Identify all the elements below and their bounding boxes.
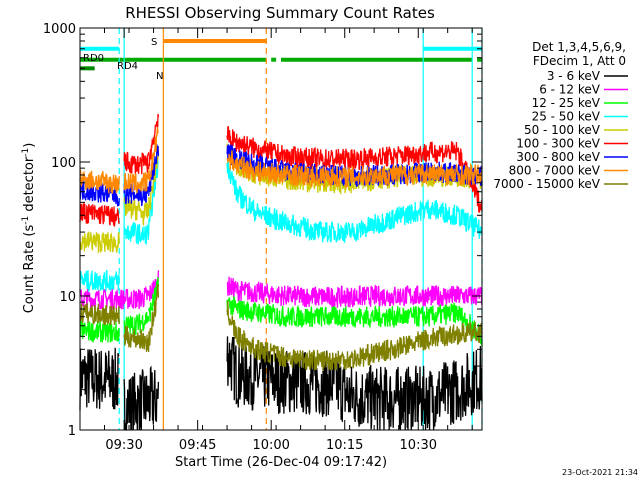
series-800-7000-kev — [79, 127, 483, 194]
series-line-2-0 — [79, 320, 120, 343]
series-line-8-0 — [79, 303, 120, 326]
series-line-8-1 — [123, 325, 149, 352]
legend-label-6: 300 - 800 keV — [516, 150, 600, 164]
series-line-8-3 — [226, 300, 483, 372]
rd0-label: RD0 — [83, 53, 104, 64]
series-line-0-2 — [140, 365, 160, 431]
series-line-2-1 — [123, 311, 150, 336]
series-line-2-3 — [226, 296, 483, 347]
series-line-7-1 — [123, 171, 150, 194]
legend-label-1: 6 - 12 keV — [539, 83, 601, 97]
legend-label-2: 12 - 25 keV — [532, 96, 601, 110]
y-tick-label-2: 100 — [51, 156, 76, 171]
y-axis-label: Count Rate (s-1 detector-1) — [21, 143, 37, 314]
legend-label-8: 7000 - 15000 keV — [493, 177, 600, 191]
x-tick-label-2: 10:00 — [252, 438, 289, 453]
y-tick-label-3: 1000 — [43, 22, 76, 37]
plot-frame — [79, 27, 483, 431]
rd4-label: RD4 — [117, 61, 138, 72]
series-12-25-kev — [79, 277, 483, 347]
series-line-7-0 — [79, 169, 120, 194]
legend-label-4: 50 - 100 keV — [524, 123, 601, 137]
series-line-5-1 — [123, 151, 150, 175]
legend-label-7: 800 - 7000 keV — [509, 164, 601, 178]
x-tick-label-0: 09:30 — [105, 438, 142, 453]
legend-label-5: 100 - 300 keV — [516, 137, 600, 151]
series-line-1-2 — [226, 276, 483, 309]
series-line-5-2 — [147, 113, 160, 170]
series-100-300-kev — [79, 113, 483, 227]
x-tick-label-4: 10:30 — [400, 438, 437, 453]
series-7000-15000-kev — [79, 283, 483, 372]
y-tick-label-0: 1 — [68, 424, 76, 439]
series-line-4-0 — [79, 231, 120, 255]
series-line-3-0 — [79, 269, 120, 293]
series-line-6-1 — [123, 183, 150, 207]
series-line-2-2 — [147, 277, 160, 322]
s-label: S — [151, 37, 157, 48]
series-line-3-1 — [123, 222, 150, 245]
series-line-0-0 — [79, 347, 120, 411]
series-line-8-2 — [147, 283, 160, 353]
legend: Det 1,3,4,5,6,9, FDecim 1, Att 0 3 - 6 k… — [493, 40, 628, 191]
series-line-7-2 — [147, 127, 159, 182]
series-line-0-1 — [123, 372, 142, 431]
legend-label-3: 25 - 50 keV — [532, 110, 601, 124]
x-tick-label-3: 10:15 — [326, 438, 363, 453]
footer-timestamp: 23-Oct-2021 21:34 — [562, 468, 638, 477]
series-line-7-3 — [226, 150, 483, 189]
legend-label-0: 3 - 6 keV — [547, 69, 601, 83]
legend-header-line-1: Det 1,3,4,5,6,9, — [532, 40, 626, 54]
series-line-5-3 — [226, 125, 483, 214]
plot-area: 1 10 100 1000 09:30 09:45 10:00 10:15 10:30 RD0 RD… — [43, 22, 483, 453]
y-tick-label-1: 10 — [59, 290, 76, 305]
series-line-5-0 — [79, 202, 120, 227]
n-label: N — [156, 71, 163, 82]
x-tick-label-1: 09:45 — [179, 438, 216, 453]
series-line-3-3 — [226, 156, 483, 243]
series-line-6-2 — [147, 144, 160, 196]
chart-title: RHESSI Observing Summary Count Rates — [125, 4, 435, 22]
legend-header-line-2: FDecim 1, Att 0 — [533, 54, 626, 68]
series-6-12-kev — [79, 270, 483, 312]
x-axis-label: Start Time (26-Dec-04 09:17:42) — [175, 455, 387, 470]
